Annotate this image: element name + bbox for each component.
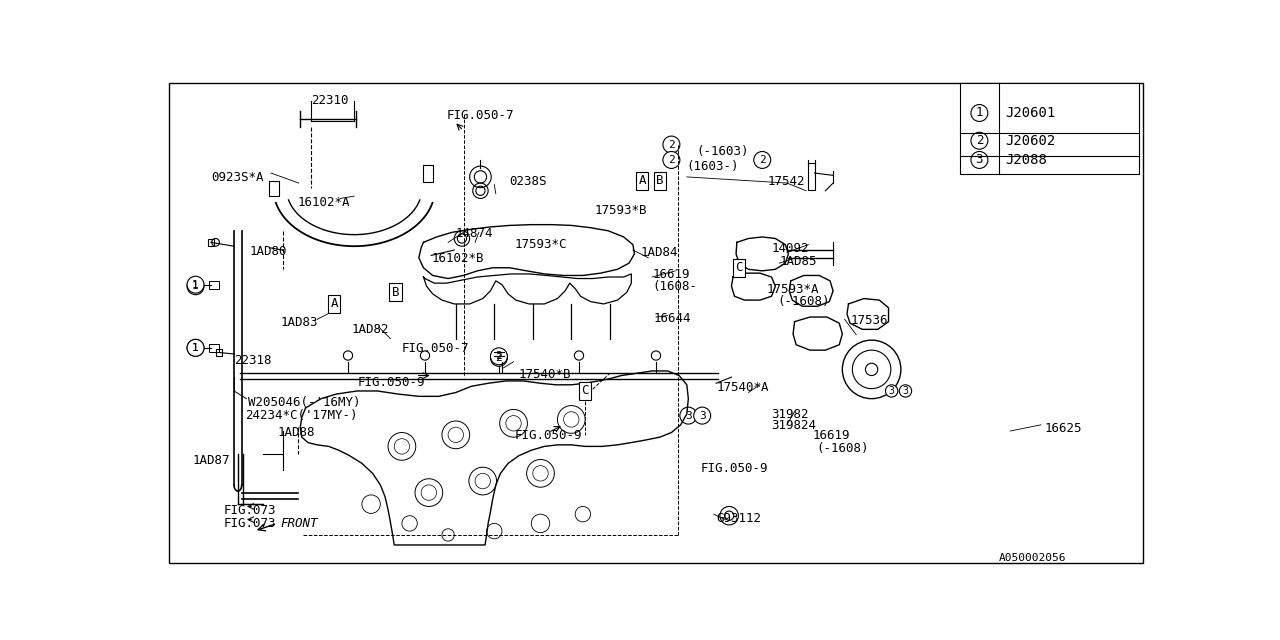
Bar	[207, 239, 214, 246]
Bar	[424, 165, 433, 182]
Text: 1AD85: 1AD85	[780, 255, 817, 268]
Text: G93112: G93112	[716, 512, 762, 525]
Text: FIG.050-7: FIG.050-7	[447, 109, 515, 122]
Text: 17540*B: 17540*B	[518, 368, 571, 381]
Circle shape	[187, 276, 204, 293]
Bar	[270, 180, 279, 196]
Text: 1AD84: 1AD84	[640, 246, 678, 259]
Circle shape	[972, 104, 988, 122]
Text: 1AD88: 1AD88	[278, 426, 315, 440]
Text: FIG.073: FIG.073	[223, 517, 275, 530]
Text: (1603-): (1603-)	[687, 160, 740, 173]
Text: 22310: 22310	[311, 93, 348, 107]
Text: 31982: 31982	[772, 408, 809, 421]
Text: 17536: 17536	[850, 314, 887, 327]
Text: 1: 1	[192, 280, 198, 290]
Text: 1AD82: 1AD82	[352, 323, 389, 336]
Text: 2: 2	[495, 353, 502, 363]
Text: 2: 2	[975, 134, 983, 147]
Text: A050002056: A050002056	[998, 553, 1066, 563]
Text: J2088: J2088	[1005, 153, 1047, 167]
Text: 16625: 16625	[1044, 422, 1083, 435]
Circle shape	[694, 407, 710, 424]
Text: A: A	[330, 298, 338, 310]
Bar	[210, 344, 219, 352]
Text: 2: 2	[668, 155, 675, 165]
Bar	[215, 349, 221, 356]
Text: FIG.050-7: FIG.050-7	[402, 342, 470, 355]
Text: (-1603): (-1603)	[696, 145, 749, 157]
Text: 3: 3	[888, 386, 895, 396]
Circle shape	[187, 339, 204, 356]
Text: 1: 1	[192, 343, 198, 353]
Text: 22318: 22318	[234, 354, 271, 367]
Text: 16102*B: 16102*B	[431, 252, 484, 266]
Text: 1: 1	[192, 281, 198, 291]
Text: C: C	[736, 261, 742, 275]
Text: A: A	[639, 174, 646, 188]
Text: 2: 2	[759, 155, 765, 165]
Text: 16619: 16619	[813, 429, 850, 442]
Text: 2: 2	[668, 140, 675, 150]
Text: 16644: 16644	[654, 312, 691, 324]
Text: 1: 1	[192, 343, 198, 353]
Text: 14092: 14092	[772, 243, 809, 255]
Circle shape	[900, 385, 911, 397]
Text: 17542: 17542	[768, 175, 805, 188]
Circle shape	[663, 152, 680, 168]
Text: 24234*C('17MY-): 24234*C('17MY-)	[244, 410, 357, 422]
Circle shape	[754, 152, 771, 168]
Text: 1: 1	[975, 106, 983, 120]
Text: (1608-: (1608-	[652, 280, 698, 293]
Text: FIG.050-9: FIG.050-9	[357, 376, 425, 388]
Text: B: B	[392, 286, 399, 299]
Text: 17593*C: 17593*C	[515, 239, 567, 252]
Text: 16102*A: 16102*A	[298, 196, 351, 209]
Text: 1AD87: 1AD87	[192, 454, 230, 467]
Circle shape	[187, 339, 204, 356]
Text: J20601: J20601	[1005, 106, 1055, 120]
Text: 3: 3	[975, 154, 983, 166]
Text: 17593*A: 17593*A	[767, 283, 819, 296]
Circle shape	[663, 136, 680, 153]
Text: 1AD80: 1AD80	[250, 244, 287, 258]
Text: 17593*B: 17593*B	[594, 204, 646, 217]
Bar	[960, 83, 1139, 174]
Text: FIG.050-9: FIG.050-9	[700, 462, 768, 475]
Text: J20602: J20602	[1005, 134, 1055, 148]
Bar	[210, 281, 219, 289]
Text: FIG.050-9: FIG.050-9	[515, 429, 582, 442]
Text: 3: 3	[902, 386, 909, 396]
Text: 16619: 16619	[652, 268, 690, 281]
Text: (-1608): (-1608)	[817, 442, 869, 455]
Text: 0238S: 0238S	[509, 175, 548, 188]
Circle shape	[886, 385, 897, 397]
Circle shape	[187, 278, 204, 294]
Text: C: C	[581, 385, 589, 397]
Bar	[809, 163, 814, 190]
Circle shape	[490, 349, 507, 366]
Text: 2: 2	[495, 351, 502, 362]
Text: FRONT: FRONT	[280, 517, 317, 530]
Text: 0923S*A: 0923S*A	[211, 171, 264, 184]
Text: 14874: 14874	[456, 227, 493, 240]
Text: W205046(-'16MY): W205046(-'16MY)	[248, 396, 361, 410]
Circle shape	[680, 407, 696, 424]
Circle shape	[972, 152, 988, 168]
Circle shape	[972, 132, 988, 149]
Text: 3: 3	[685, 411, 691, 420]
Text: B: B	[657, 174, 663, 188]
Text: (-1608): (-1608)	[778, 296, 831, 308]
Text: 17540*A: 17540*A	[716, 381, 768, 394]
Text: FIG.073: FIG.073	[223, 504, 275, 517]
Text: 319824: 319824	[772, 419, 817, 433]
Circle shape	[490, 348, 507, 365]
Text: 1AD83: 1AD83	[280, 316, 317, 328]
Text: 3: 3	[699, 411, 705, 420]
